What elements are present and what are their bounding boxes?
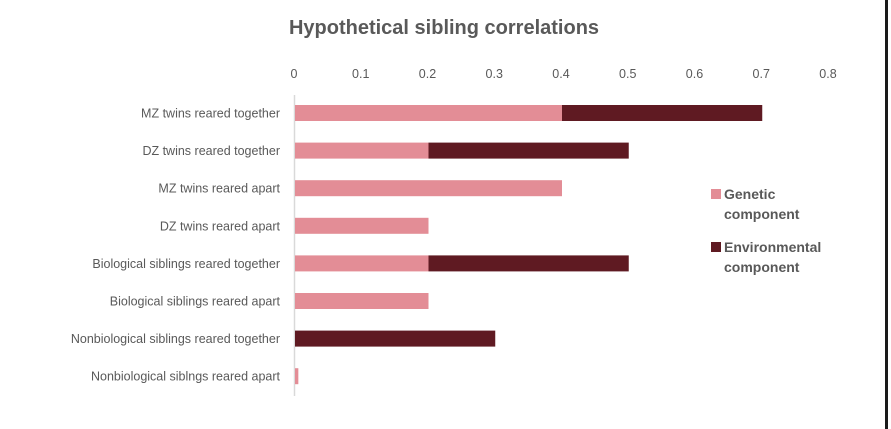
category-label: Biological siblings reared together [92,257,280,271]
x-tick-label: 0.1 [352,67,369,81]
bar-genetic-component [295,180,562,197]
legend-label: component [724,206,800,222]
chart-title: Hypothetical sibling correlations [289,17,599,39]
x-tick-label: 0.7 [753,67,770,81]
bar-genetic-component [295,105,562,121]
x-tick-label: 0.3 [486,67,503,81]
legend-label: Environmental [724,239,821,255]
bar-genetic-component [295,217,429,234]
x-tick-label: 0 [291,67,298,81]
category-label: Nonbiological siblings reared together [71,332,280,346]
legend-label: component [724,259,800,275]
legend-label: Genetic [724,186,776,202]
bar-environmental-component [428,142,629,159]
x-tick-label: 0.8 [819,67,836,81]
category-label: Nonbiological siblngs reared apart [91,370,281,384]
legend-swatch [711,189,721,199]
x-tick-label: 0.2 [419,67,436,81]
bar-genetic-component [295,293,429,309]
bar-genetic-component [295,368,299,385]
bar-genetic-component [295,255,429,272]
bar-environmental-component [428,255,629,272]
category-label: MZ twins reared apart [158,182,280,196]
x-tick-label: 0.5 [619,67,636,81]
category-label: Biological siblings reared apart [110,295,281,309]
legend-swatch [711,242,721,252]
bar-environmental-component [295,330,496,347]
x-tick-label: 0.4 [552,67,569,81]
bar-genetic-component [295,142,429,159]
category-label: MZ twins reared together [141,107,280,121]
window-border [885,0,888,429]
category-label: DZ twins reared together [142,144,280,158]
category-label: DZ twins reared apart [160,219,281,233]
x-tick-label: 0.6 [686,67,703,81]
bar-environmental-component [562,105,763,121]
